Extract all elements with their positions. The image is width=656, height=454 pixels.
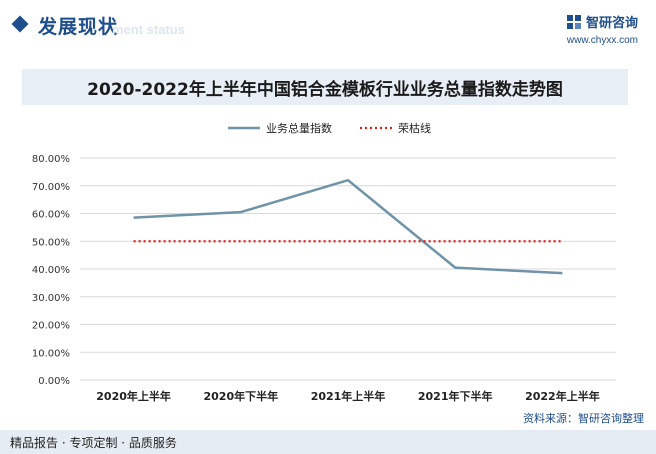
y-tick-label: 20.00% — [32, 321, 70, 332]
y-tick-label: 70.00% — [32, 182, 70, 193]
diamond-icon — [11, 15, 29, 33]
brand-logo-icon — [566, 14, 581, 29]
x-tick-label: 2022年上半年 — [525, 389, 600, 403]
series-line-index — [133, 178, 563, 275]
y-tick-label: 50.00% — [32, 237, 70, 248]
source-value: 智研咨询整理 — [578, 412, 644, 425]
header: 发展现状 ment status 智研咨询 www.chyxx.com — [0, 0, 656, 58]
source-label: 资料来源： — [523, 412, 578, 425]
footer-slogan: 精品报告 · 专项定制 · 品质服务 — [10, 436, 177, 450]
source-note: 资料来源：智研咨询整理 — [523, 410, 644, 426]
legend-label: 荣枯线 — [398, 121, 431, 135]
y-tick-label: 30.00% — [32, 293, 70, 304]
x-tick-label: 2020年下半年 — [203, 389, 278, 403]
y-tick-label: 0.00% — [38, 376, 70, 387]
footer-bar: 精品报告 · 专项定制 · 品质服务 — [0, 430, 656, 454]
y-tick-label: 60.00% — [32, 210, 70, 221]
section-subtitle: ment status — [112, 22, 185, 37]
brand: 智研咨询 www.chyxx.com — [566, 12, 638, 46]
chart-title: 2020-2022年上半年中国铝合金模板行业业务总量指数走势图 — [87, 79, 563, 100]
legend-label: 业务总量指数 — [266, 121, 332, 135]
x-tick-label: 2020年上半年 — [96, 389, 171, 403]
x-tick-label: 2021年下半年 — [418, 389, 493, 403]
y-tick-label: 10.00% — [32, 348, 70, 359]
section-title: 发展现状 — [38, 16, 119, 38]
brand-url[interactable]: www.chyxx.com — [566, 35, 638, 46]
x-tick-label: 2021年上半年 — [311, 389, 386, 403]
chart-title-box: 2020-2022年上半年中国铝合金模板行业业务总量指数走势图 — [22, 69, 628, 105]
y-tick-label: 80.00% — [32, 154, 70, 165]
brand-name: 智研咨询 — [585, 16, 638, 31]
line-chart: 0.00% 10.00% 20.00% 30.00% 40.00% 50.00% 60.00… — [32, 121, 616, 403]
y-tick-label: 40.00% — [32, 265, 70, 276]
